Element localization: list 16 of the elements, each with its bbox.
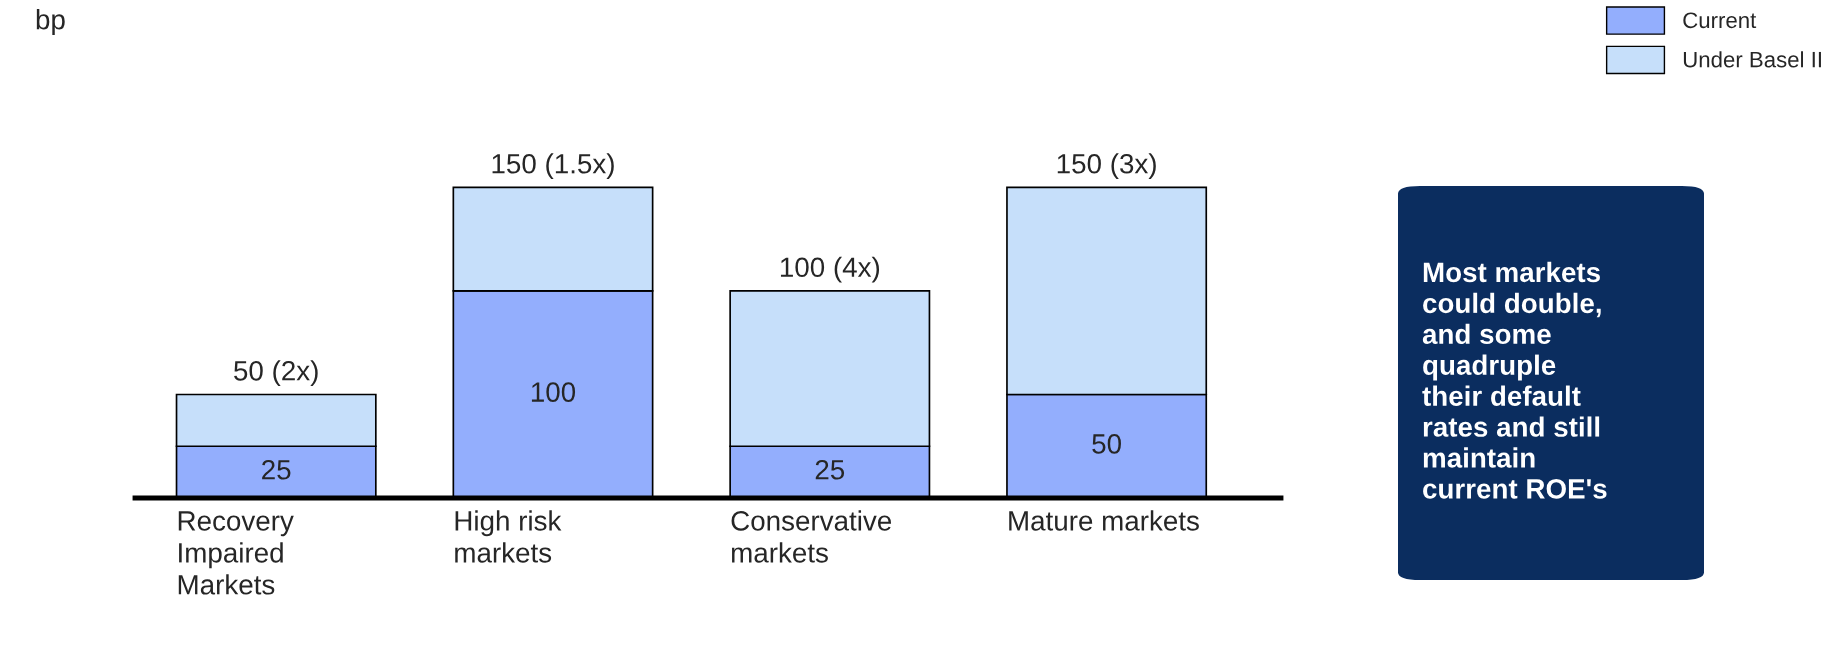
total-label: 100 (4x)	[780, 256, 880, 283]
data-label: 50	[1092, 434, 1121, 454]
total-label: 150 (3x)	[1057, 153, 1156, 180]
x-tick-label: High risk markets	[455, 510, 562, 563]
data-label: 100	[531, 382, 576, 402]
data-label: 25	[262, 459, 291, 480]
x-tick-label: Mature markets	[1009, 510, 1199, 531]
text: Most markets could double, and some quadruple their default rates and still maintain current ROE's	[1422, 261, 1607, 499]
total-label: 150 (1.5x)	[492, 153, 614, 180]
x-tick-label: Conservative markets	[731, 510, 892, 563]
text: bp	[36, 9, 65, 35]
total-label: 50 (2x)	[234, 360, 318, 387]
legend-label: Current	[1683, 12, 1757, 29]
legend-label: Under Basel II	[1683, 51, 1821, 68]
x-tick-label: Recovery Impaired Markets	[178, 511, 294, 595]
data-label: 25	[815, 459, 845, 480]
